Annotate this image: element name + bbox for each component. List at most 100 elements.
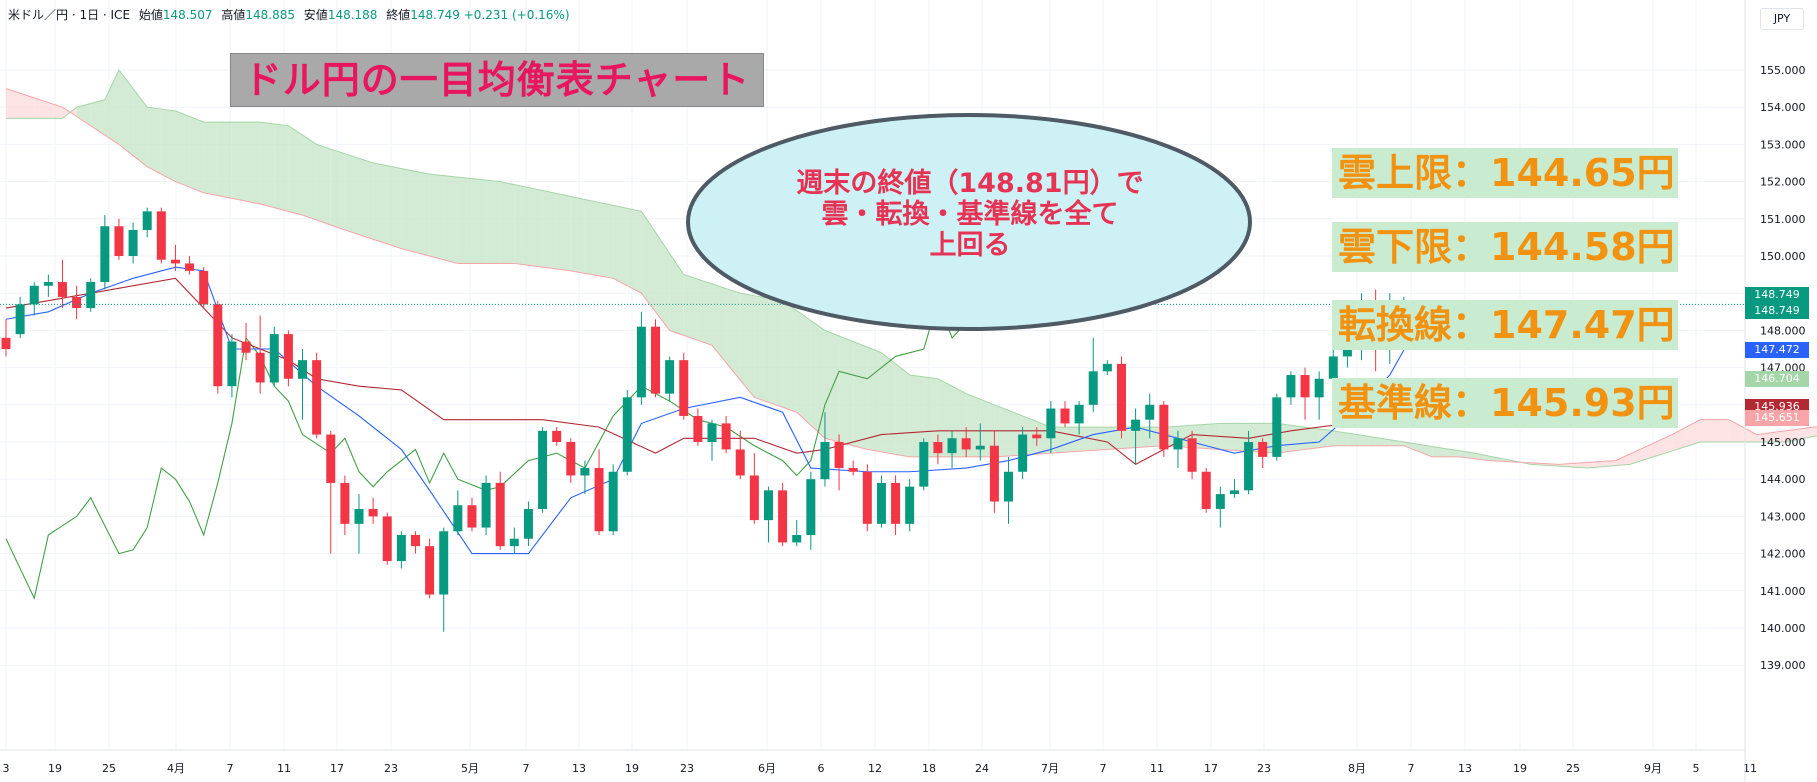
candle[interactable] <box>326 430 336 554</box>
candle[interactable] <box>382 512 392 565</box>
candle[interactable] <box>862 464 872 532</box>
candle[interactable] <box>1145 393 1155 439</box>
candle[interactable] <box>1215 486 1225 528</box>
candle[interactable] <box>1159 401 1169 457</box>
candle[interactable] <box>283 330 293 387</box>
candle[interactable] <box>1018 427 1028 480</box>
candle[interactable] <box>594 449 604 535</box>
candle[interactable] <box>848 460 858 476</box>
candle[interactable] <box>1173 430 1183 469</box>
candle[interactable] <box>947 430 957 469</box>
candle[interactable] <box>580 460 590 495</box>
candle[interactable] <box>989 430 999 513</box>
candle[interactable] <box>467 497 477 532</box>
candle[interactable] <box>693 408 703 446</box>
candle[interactable] <box>651 319 661 398</box>
candle[interactable] <box>1300 367 1310 420</box>
candle[interactable] <box>425 538 435 599</box>
candle[interactable] <box>199 267 209 309</box>
candle[interactable] <box>622 389 632 476</box>
candle[interactable] <box>806 471 816 550</box>
candle[interactable] <box>142 207 152 238</box>
candle[interactable] <box>778 482 788 547</box>
candle[interactable] <box>1258 438 1268 469</box>
candle[interactable] <box>15 296 25 338</box>
candle[interactable] <box>1004 456 1014 524</box>
candle[interactable] <box>1074 401 1084 435</box>
candle[interactable] <box>1187 430 1197 480</box>
candle[interactable] <box>72 285 82 320</box>
candle[interactable] <box>509 527 519 554</box>
candle[interactable] <box>891 475 901 535</box>
candle[interactable] <box>86 278 96 312</box>
candle[interactable] <box>43 274 53 297</box>
candle[interactable] <box>439 527 449 632</box>
candle[interactable] <box>128 222 138 264</box>
candle[interactable] <box>665 356 675 402</box>
candle[interactable] <box>1 319 11 357</box>
candle[interactable] <box>213 300 223 394</box>
candle[interactable] <box>566 438 576 483</box>
candle[interactable] <box>114 218 124 260</box>
candle[interactable] <box>905 479 915 532</box>
candle[interactable] <box>241 322 251 361</box>
candle[interactable] <box>820 412 830 487</box>
candle[interactable] <box>1131 408 1141 465</box>
candle[interactable] <box>961 427 971 457</box>
candle[interactable] <box>156 207 166 264</box>
candle[interactable] <box>1244 430 1254 495</box>
candle[interactable] <box>255 315 265 394</box>
candle[interactable] <box>410 531 420 554</box>
symbol-label[interactable]: 米ドル／円 · 1日 · ICE <box>8 8 131 22</box>
candle[interactable] <box>792 520 802 547</box>
candles[interactable] <box>1 207 1409 632</box>
candle[interactable] <box>354 494 364 554</box>
candle[interactable] <box>453 490 463 535</box>
currency-selector[interactable]: JPY <box>1760 8 1804 30</box>
candle[interactable] <box>227 334 237 398</box>
candle[interactable] <box>707 419 717 461</box>
candle[interactable] <box>1060 401 1070 428</box>
candle[interactable] <box>185 256 195 275</box>
candle[interactable] <box>876 475 886 528</box>
candle[interactable] <box>368 497 378 524</box>
candle[interactable] <box>636 311 646 405</box>
candle[interactable] <box>735 430 745 480</box>
candle[interactable] <box>298 349 308 420</box>
candle[interactable] <box>834 434 844 491</box>
candle[interactable] <box>679 352 689 420</box>
candle[interactable] <box>269 326 279 387</box>
candle[interactable] <box>481 475 491 535</box>
candle[interactable] <box>523 501 533 547</box>
candle[interactable] <box>538 427 548 513</box>
candle-body <box>283 334 293 379</box>
candle[interactable] <box>919 438 929 491</box>
candle[interactable] <box>495 471 505 550</box>
candle[interactable] <box>312 352 322 439</box>
candle[interactable] <box>721 415 731 454</box>
candle[interactable] <box>552 427 562 446</box>
candle[interactable] <box>170 244 180 271</box>
candle[interactable] <box>1088 337 1098 413</box>
candle[interactable] <box>1201 468 1211 513</box>
candle[interactable] <box>1286 371 1296 405</box>
candle[interactable] <box>1314 371 1324 420</box>
candle-body <box>170 259 180 264</box>
candle[interactable] <box>1046 401 1056 454</box>
candle[interactable] <box>100 215 110 290</box>
candle[interactable] <box>1229 479 1239 498</box>
candle[interactable] <box>1116 356 1126 439</box>
candle[interactable] <box>1032 427 1042 446</box>
candle[interactable] <box>1272 393 1282 461</box>
candle[interactable] <box>396 531 406 569</box>
candle[interactable] <box>763 486 773 543</box>
candle[interactable] <box>57 259 67 309</box>
candle[interactable] <box>933 434 943 465</box>
candle[interactable] <box>1102 360 1112 376</box>
candle[interactable] <box>749 453 759 524</box>
candle[interactable] <box>975 423 985 461</box>
candle[interactable] <box>340 475 350 535</box>
candle[interactable] <box>29 282 39 316</box>
candle[interactable] <box>608 464 618 535</box>
